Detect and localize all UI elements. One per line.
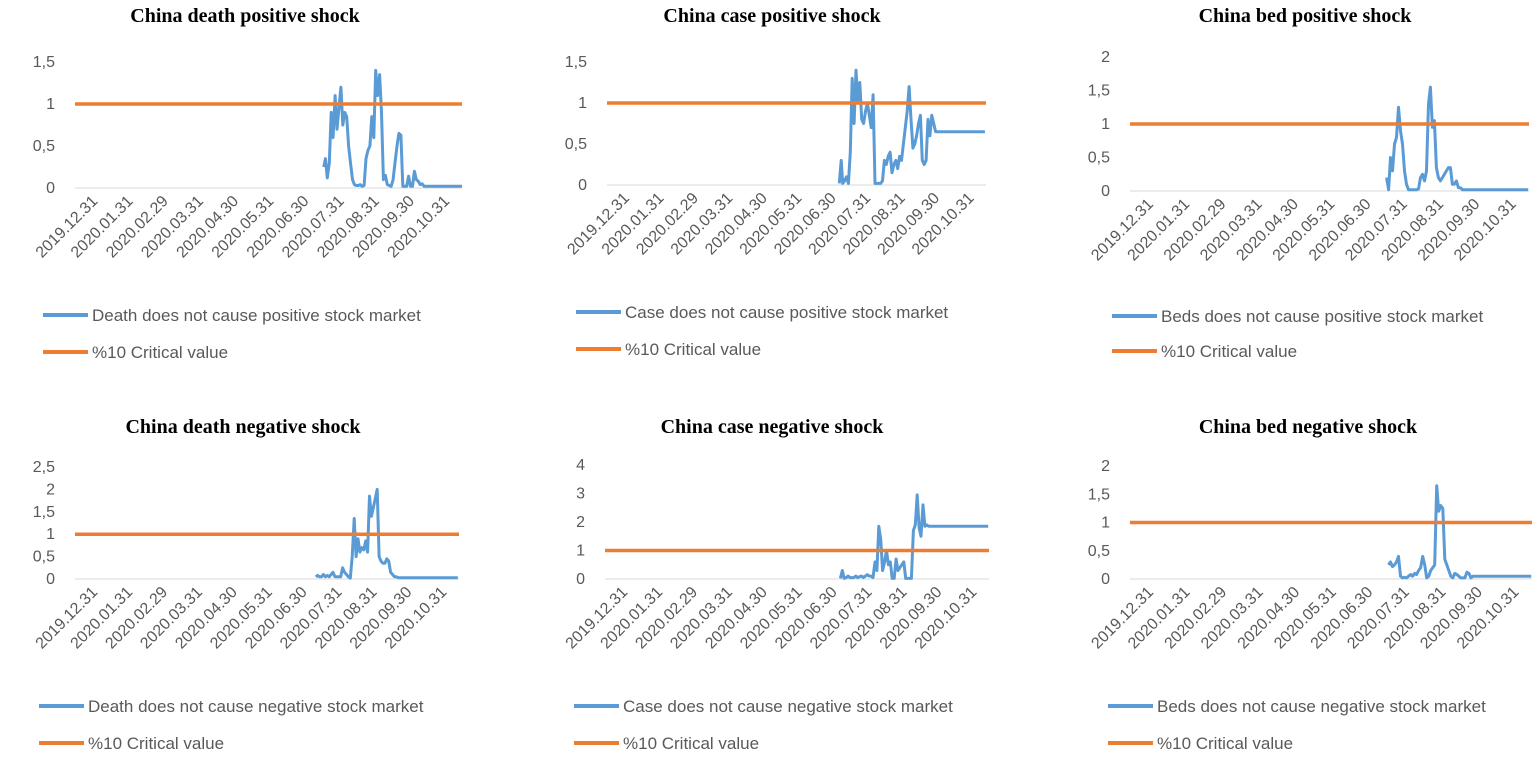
legend-label: Case does not cause negative stock marke… bbox=[623, 697, 953, 716]
y-tick-label: 4 bbox=[576, 457, 585, 474]
chart-3: China death negative shock00,511,522,520… bbox=[33, 416, 459, 753]
y-tick-label: 0,5 bbox=[1088, 543, 1110, 560]
legend-label: Death does not cause positive stock mark… bbox=[92, 306, 421, 325]
legend-label: %10 Critical value bbox=[1161, 342, 1297, 361]
y-tick-label: 1,5 bbox=[33, 504, 55, 521]
legend-label: %10 Critical value bbox=[88, 734, 224, 753]
chart-title: China bed negative shock bbox=[1199, 416, 1418, 438]
chart-title: China bed positive shock bbox=[1199, 5, 1413, 27]
y-tick-label: 1 bbox=[576, 543, 585, 560]
series-line-test-statistic bbox=[837, 68, 985, 185]
series-line-test-statistic bbox=[1387, 484, 1532, 580]
y-tick-label: 0,5 bbox=[565, 136, 587, 153]
y-tick-label: 1 bbox=[46, 526, 55, 543]
series-line-test-statistic bbox=[838, 493, 989, 580]
y-tick-label: 0 bbox=[46, 571, 55, 588]
chart-0: China death positive shock00,511,52019.1… bbox=[33, 5, 463, 362]
chart-title: China case negative shock bbox=[661, 416, 885, 438]
y-tick-label: 1 bbox=[46, 96, 55, 113]
y-tick-label: 1 bbox=[1101, 515, 1110, 532]
y-tick-label: 3 bbox=[576, 486, 585, 503]
legend-label: Case does not cause positive stock marke… bbox=[625, 303, 948, 322]
chart-4: China case negative shock012342019.12.31… bbox=[563, 416, 989, 753]
legend-label: %10 Critical value bbox=[625, 340, 761, 359]
series-line-test-statistic bbox=[314, 487, 458, 580]
legend-label: %10 Critical value bbox=[1157, 734, 1293, 753]
y-tick-label: 0 bbox=[1101, 183, 1110, 200]
y-tick-label: 0 bbox=[578, 177, 587, 194]
chart-title: China death positive shock bbox=[130, 5, 360, 27]
y-tick-label: 2 bbox=[1101, 49, 1110, 66]
y-tick-label: 0,5 bbox=[33, 138, 55, 155]
chart-2: China bed positive shock00,511,522019.12… bbox=[1088, 5, 1529, 361]
y-tick-label: 1,5 bbox=[1088, 486, 1110, 503]
y-tick-label: 0 bbox=[1101, 571, 1110, 588]
series-line-test-statistic bbox=[1385, 85, 1529, 192]
y-tick-label: 1 bbox=[578, 95, 587, 112]
y-tick-label: 2 bbox=[576, 514, 585, 531]
legend-label: Death does not cause negative stock mark… bbox=[88, 697, 424, 716]
chart-title: China death negative shock bbox=[125, 416, 361, 438]
y-tick-label: 0,5 bbox=[33, 549, 55, 566]
chart-1: China case positive shock00,511,52019.12… bbox=[564, 5, 986, 359]
series-line-test-statistic bbox=[322, 68, 463, 188]
y-tick-label: 2 bbox=[46, 481, 55, 498]
y-tick-label: 2 bbox=[1101, 458, 1110, 475]
y-tick-label: 1,5 bbox=[565, 54, 587, 71]
y-tick-label: 0 bbox=[576, 571, 585, 588]
y-tick-label: 2,5 bbox=[33, 459, 55, 476]
y-tick-label: 1,5 bbox=[1088, 83, 1110, 100]
y-tick-label: 0,5 bbox=[1088, 150, 1110, 167]
y-tick-label: 0 bbox=[46, 180, 55, 197]
y-tick-label: 1,5 bbox=[33, 54, 55, 71]
chart-title: China case positive shock bbox=[663, 5, 881, 27]
y-tick-label: 1 bbox=[1101, 116, 1110, 133]
legend-label: %10 Critical value bbox=[623, 734, 759, 753]
legend-label: Beds does not cause positive stock marke… bbox=[1161, 307, 1483, 326]
legend-label: Beds does not cause negative stock marke… bbox=[1157, 697, 1486, 716]
legend-label: %10 Critical value bbox=[92, 343, 228, 362]
chart-5: China bed negative shock00,511,522019.12… bbox=[1088, 416, 1532, 753]
